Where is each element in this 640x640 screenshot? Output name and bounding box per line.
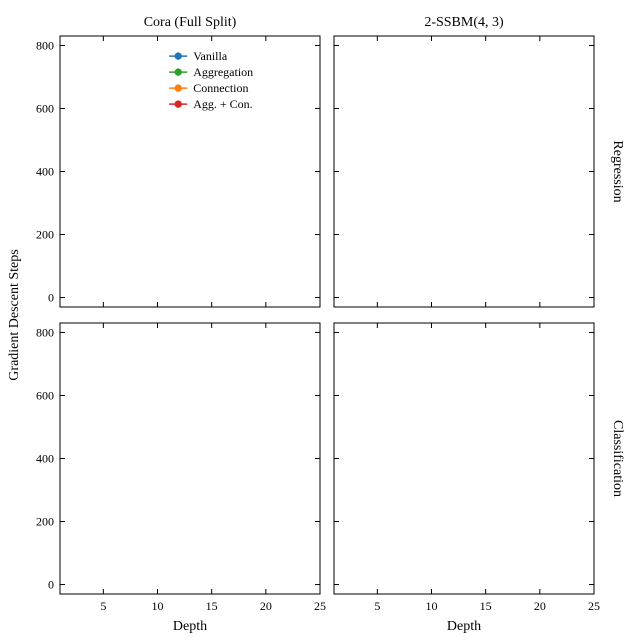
- col-title: 2-SSBM(4, 3): [424, 15, 504, 30]
- col-title: Cora (Full Split): [144, 15, 237, 30]
- panel-border: [60, 323, 320, 594]
- ytick-label: 800: [36, 325, 54, 339]
- ytick-label: 800: [36, 38, 54, 52]
- row-label: Regression: [610, 140, 625, 202]
- ytick-label: 200: [36, 515, 54, 529]
- legend-marker: [175, 101, 181, 107]
- y-axis-label: Gradient Descent Steps: [7, 249, 22, 380]
- ytick-label: 400: [36, 452, 54, 466]
- xtick-label: 5: [374, 599, 380, 613]
- xtick-label: 15: [480, 599, 492, 613]
- xtick-label: 15: [206, 599, 218, 613]
- x-axis-label: Depth: [173, 619, 207, 634]
- ytick-label: 600: [36, 101, 54, 115]
- legend-label: Connection: [193, 81, 248, 95]
- ytick-label: 400: [36, 165, 54, 179]
- xtick-label: 25: [314, 599, 326, 613]
- panel-border: [334, 323, 594, 594]
- xtick-label: 10: [152, 599, 164, 613]
- ytick-label: 0: [48, 291, 54, 305]
- ytick-label: 600: [36, 388, 54, 402]
- legend-label: Aggregation: [193, 65, 253, 79]
- panel-border: [334, 36, 594, 307]
- legend-marker: [175, 69, 181, 75]
- xtick-label: 20: [534, 599, 546, 613]
- xtick-label: 5: [100, 599, 106, 613]
- legend-label: Vanilla: [193, 49, 228, 63]
- xtick-label: 10: [426, 599, 438, 613]
- xtick-label: 20: [260, 599, 272, 613]
- panel-border: [60, 36, 320, 307]
- ytick-label: 200: [36, 228, 54, 242]
- ytick-label: 0: [48, 578, 54, 592]
- figure-svg: Cora (Full Split) 2-SSBM(4, 3) Regression C…: [0, 0, 640, 640]
- legend-marker: [175, 53, 181, 59]
- x-axis-label: Depth: [447, 619, 481, 634]
- xtick-label: 25: [588, 599, 600, 613]
- row-label: Classification: [610, 420, 625, 497]
- legend-label: Agg. + Con.: [193, 97, 252, 111]
- legend-marker: [175, 85, 181, 91]
